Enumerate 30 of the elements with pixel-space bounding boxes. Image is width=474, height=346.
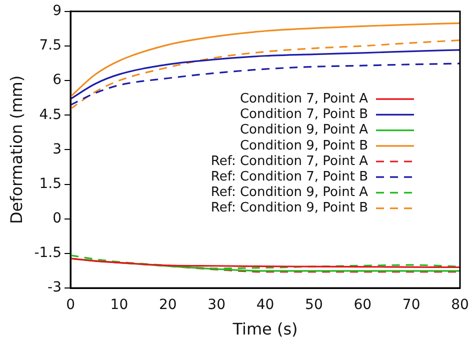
line-series bbox=[70, 39, 460, 110]
y-tick-label: 1.5 bbox=[39, 176, 62, 192]
y-axis-title: Deformation (mm) bbox=[6, 75, 26, 224]
y-tick-label: -3 bbox=[48, 280, 62, 296]
y-tick-label: 9 bbox=[52, 3, 62, 20]
y-tick-label: 4.5 bbox=[39, 106, 62, 123]
x-tick-label: 50 bbox=[305, 297, 323, 314]
x-axis-title: Time (s) bbox=[232, 320, 298, 339]
legend-label: Ref: Condition 9, Point A bbox=[210, 185, 368, 200]
y-tick-label: 7.5 bbox=[39, 38, 62, 54]
x-tick-label: 30 bbox=[208, 297, 226, 314]
y-tick-label: 0 bbox=[52, 210, 62, 226]
line-series bbox=[70, 62, 460, 106]
x-tick-label: 10 bbox=[110, 297, 128, 314]
legend-label: Condition 9, Point B bbox=[240, 138, 368, 154]
y-tick-label: 6 bbox=[52, 72, 62, 88]
y-tick-label: 3 bbox=[52, 141, 62, 158]
x-tick-label: 80 bbox=[451, 297, 469, 314]
legend-label: Ref: Condition 7, Point A bbox=[210, 154, 368, 169]
x-tick-label: 70 bbox=[402, 297, 420, 314]
legend-label: Ref: Condition 9, Point B bbox=[210, 200, 368, 216]
legend-label: Ref: Condition 7, Point B bbox=[210, 169, 368, 184]
y-tick-label: -1.5 bbox=[34, 245, 62, 262]
legend-label: Condition 9, Point A bbox=[240, 122, 368, 138]
x-tick-label: 20 bbox=[158, 297, 177, 314]
legend-label: Condition 7, Point B bbox=[240, 107, 368, 122]
legend-label: Condition 7, Point A bbox=[240, 91, 368, 106]
x-tick-label: 60 bbox=[354, 297, 372, 314]
x-tick-label: 40 bbox=[256, 297, 274, 314]
x-tick-label: 0 bbox=[66, 297, 75, 314]
